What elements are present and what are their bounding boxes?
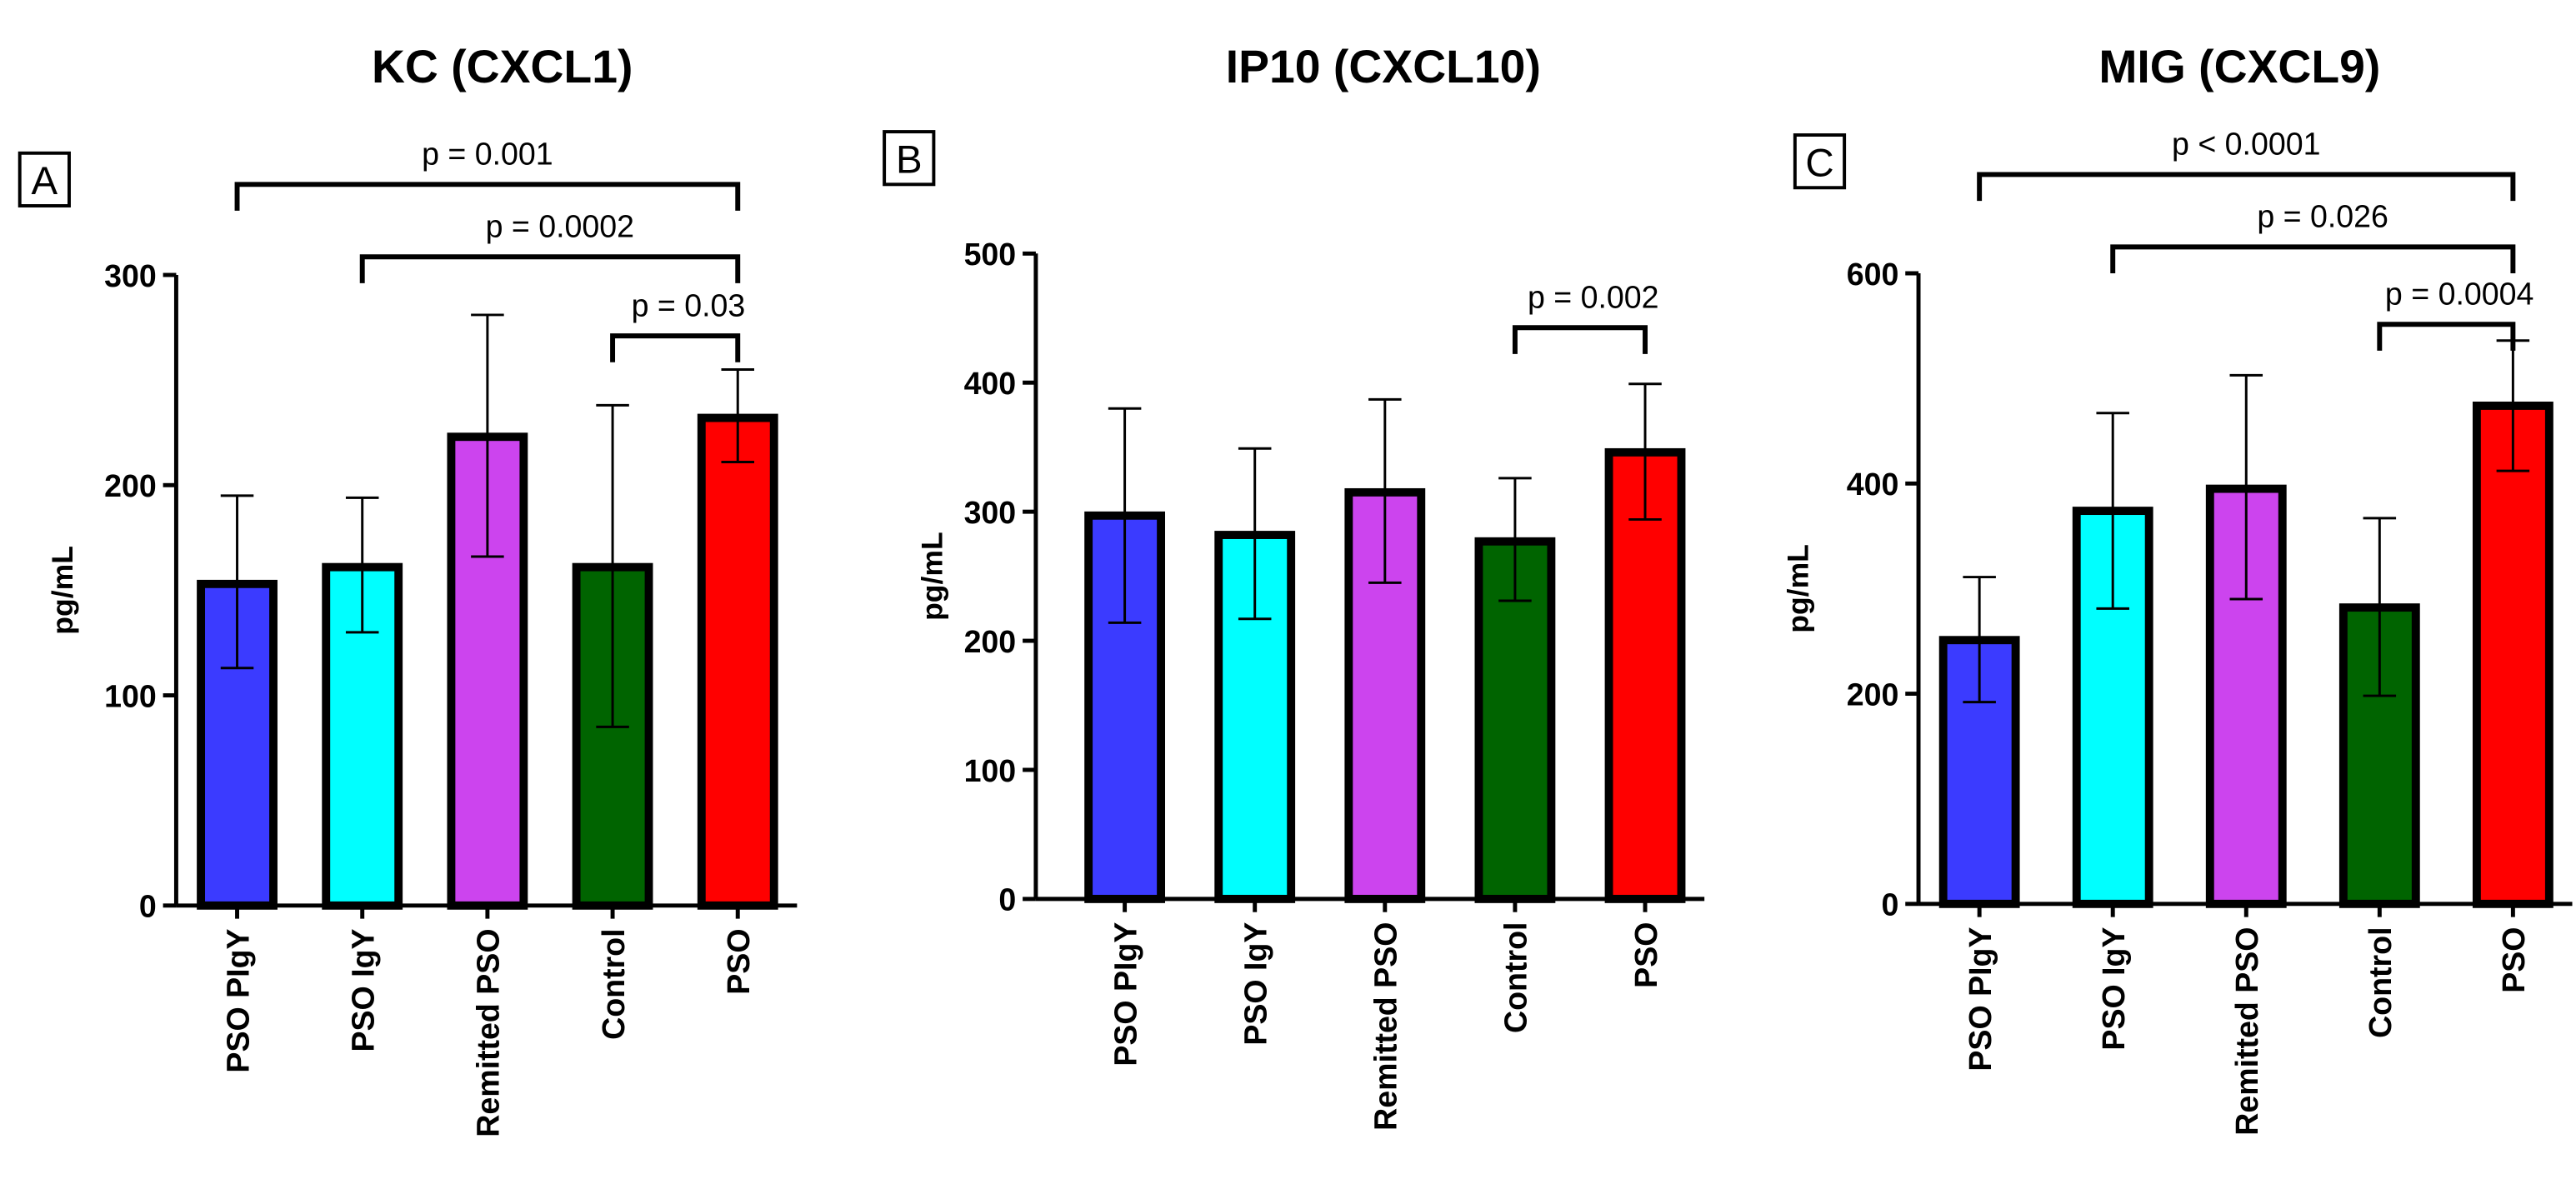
chart-panel-a: KC (CXCL1) A 0 100 200 300 pg/mL PSO PIgY PSO Ig…	[18, 41, 798, 1137]
panel-letter-box	[18, 151, 71, 207]
panel-letter: B	[896, 137, 923, 182]
x-tick-label: PSO	[2496, 927, 2531, 992]
y-tick-label: 0	[1881, 887, 1898, 922]
panel-letter: A	[32, 159, 58, 203]
x-tick-label: PSO PIgY	[1963, 927, 1998, 1071]
panel-letter-box	[1793, 133, 1847, 190]
p-value-label: p = 0.0002	[486, 209, 634, 244]
bar-pso	[2472, 402, 2553, 908]
p-value-label: p = 0.03	[632, 287, 746, 322]
y-tick-label: 500	[964, 237, 1017, 272]
y-tick-label: 300	[104, 258, 157, 293]
p-value-label: p = 0.002	[1528, 280, 1659, 315]
x-tick-label: Control	[596, 928, 631, 1039]
significance-bracket	[2110, 244, 2516, 274]
significance-bracket	[234, 182, 741, 211]
y-tick-label: 400	[964, 366, 1017, 401]
y-tick-label: 100	[964, 753, 1017, 788]
x-tick-label: Remitted PSO	[471, 928, 506, 1137]
significance-bracket	[1512, 325, 1648, 354]
x-tick-label: PSO	[1628, 922, 1663, 988]
y-axis-label: pg/mL	[1782, 544, 1815, 633]
y-axis-label: pg/mL	[915, 532, 948, 621]
y-tick-label: 400	[1847, 467, 1899, 502]
y-tick-label: 300	[964, 495, 1017, 530]
p-value-label: p = 0.026	[2257, 199, 2388, 234]
chart-panel-c: MIG (CXCL9) C 0 200 400 600 pg/mL PSO PIgY PSO I…	[1782, 41, 2573, 1136]
significance-bracket	[1977, 172, 2516, 202]
x-tick-label: Remitted PSO	[2229, 927, 2264, 1135]
y-tick-label: 0	[139, 889, 157, 924]
x-tick-label: PSO	[721, 928, 756, 994]
y-tick-label: 200	[1847, 677, 1899, 712]
x-tick-label: PSO IgY	[2096, 927, 2131, 1050]
x-tick-label: PSO PIgY	[1108, 922, 1143, 1067]
x-tick-label: Control	[2363, 927, 2398, 1037]
significance-bracket	[2377, 322, 2516, 351]
panel-letter: C	[1805, 141, 1833, 185]
panel-letter-box	[883, 130, 936, 187]
chart-panel-b: IP10 (CXCL10) B 0 100 200 300 400 500 pg/mL PSO P…	[883, 41, 1705, 1131]
y-tick-label: 0	[998, 882, 1016, 917]
x-tick-label: PSO PIgY	[220, 928, 255, 1072]
significance-bracket	[359, 254, 741, 283]
x-tick-label: PSO IgY	[346, 928, 381, 1052]
p-value-label: p = 0.0004	[2385, 277, 2533, 312]
x-tick-label: Remitted PSO	[1368, 922, 1403, 1131]
x-tick-label: Control	[1498, 922, 1533, 1033]
x-tick-label: PSO IgY	[1238, 922, 1273, 1046]
significance-bracket	[610, 333, 741, 362]
bar-pso	[697, 413, 778, 910]
chart-title: IP10 (CXCL10)	[1226, 41, 1541, 92]
y-tick-label: 600	[1847, 257, 1899, 292]
y-tick-label: 200	[104, 468, 157, 503]
p-value-label: p < 0.0001	[2172, 127, 2320, 162]
chart-title: MIG (CXCL9)	[2098, 41, 2380, 92]
chart-title: KC (CXCL1)	[372, 41, 633, 92]
y-tick-label: 200	[964, 624, 1017, 659]
y-tick-label: 100	[104, 678, 157, 713]
y-axis-label: pg/mL	[46, 546, 79, 635]
p-value-label: p = 0.001	[422, 137, 553, 172]
